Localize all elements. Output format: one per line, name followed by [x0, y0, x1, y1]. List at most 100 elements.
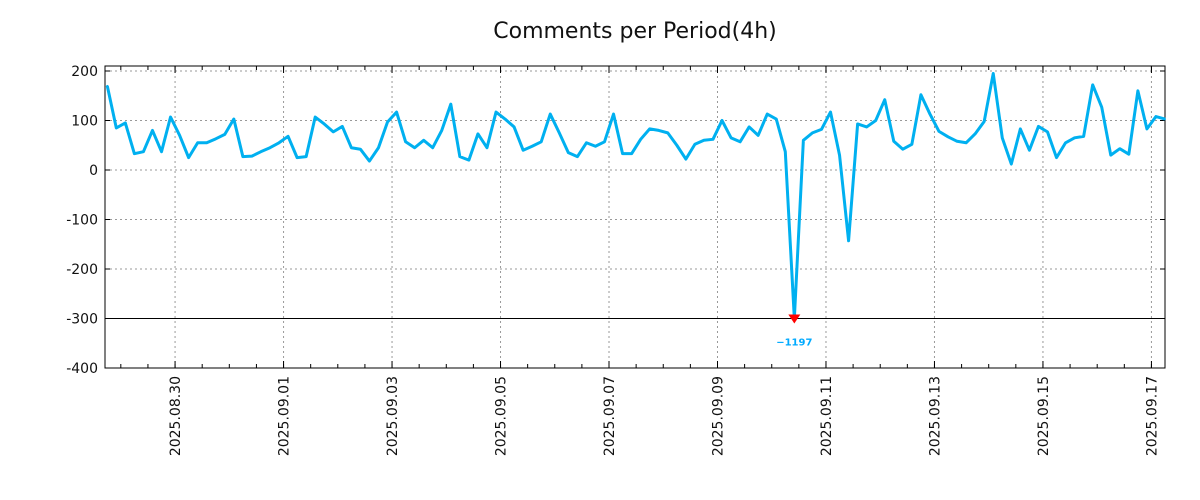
data-point — [214, 137, 217, 140]
data-point — [739, 140, 742, 143]
data-point — [630, 152, 633, 155]
data-point — [1091, 83, 1094, 86]
data-point — [377, 146, 380, 149]
data-point — [965, 141, 968, 144]
data-point — [422, 139, 425, 142]
data-point — [332, 130, 335, 133]
data-point — [1154, 115, 1157, 118]
data-point — [666, 131, 669, 134]
data-point — [675, 144, 678, 147]
data-point — [603, 140, 606, 143]
data-point — [250, 155, 253, 158]
data-point — [802, 139, 805, 142]
data-point — [865, 125, 868, 128]
data-point — [748, 125, 751, 128]
data-point — [901, 148, 904, 151]
data-point — [1082, 135, 1085, 138]
data-point — [829, 111, 832, 114]
data-point — [919, 93, 922, 96]
data-point — [531, 145, 534, 148]
x-tick-label: 2025.09.15 — [1036, 376, 1052, 456]
data-point — [305, 155, 308, 158]
data-point — [1136, 89, 1139, 92]
data-point — [458, 155, 461, 158]
data-point — [205, 141, 208, 144]
data-point — [1001, 136, 1004, 139]
data-point — [522, 149, 525, 152]
data-point — [467, 159, 470, 162]
data-point — [476, 132, 479, 135]
data-point — [576, 155, 579, 158]
y-tick-label: -100 — [66, 213, 98, 229]
data-point — [983, 120, 986, 123]
data-point — [124, 121, 127, 124]
data-point — [504, 118, 507, 121]
data-point — [730, 136, 733, 139]
data-point — [639, 138, 642, 141]
data-point — [621, 152, 624, 155]
data-point — [811, 131, 814, 134]
data-point — [702, 139, 705, 142]
data-point — [757, 134, 760, 137]
y-tick-label: -300 — [66, 312, 98, 328]
data-point — [992, 72, 995, 75]
data-point — [892, 140, 895, 143]
data-point — [838, 154, 841, 157]
data-point — [974, 132, 977, 135]
data-point — [883, 98, 886, 101]
data-point — [1145, 127, 1148, 130]
data-point — [232, 118, 235, 121]
x-tick-label: 2025.09.07 — [602, 376, 618, 456]
x-tick-label: 2025.09.01 — [277, 376, 293, 456]
x-tick-label: 2025.09.09 — [710, 376, 726, 456]
data-point — [1109, 154, 1112, 157]
data-point — [449, 103, 452, 106]
data-point — [133, 152, 136, 155]
outlier-marker-icon — [788, 314, 801, 324]
data-point — [350, 146, 353, 149]
data-point — [1019, 127, 1022, 130]
data-point — [549, 113, 552, 116]
data-point — [1164, 118, 1166, 121]
data-point — [485, 146, 488, 149]
data-point — [928, 113, 931, 116]
data-point — [241, 155, 244, 158]
data-point — [278, 141, 281, 144]
data-point — [567, 151, 570, 154]
data-point — [160, 150, 163, 153]
data-point — [766, 113, 769, 116]
data-point — [431, 146, 434, 149]
data-point — [187, 156, 190, 159]
data-point — [1028, 149, 1031, 152]
data-point — [513, 125, 516, 128]
data-point — [142, 150, 145, 153]
data-point — [395, 111, 398, 114]
data-point — [856, 122, 859, 125]
data-point — [784, 150, 787, 153]
data-point — [874, 119, 877, 122]
data-point — [196, 141, 199, 144]
data-point — [341, 125, 344, 128]
data-point — [612, 113, 615, 116]
data-point — [223, 133, 226, 136]
data-point — [259, 150, 262, 153]
data-point — [440, 129, 443, 132]
data-point — [1100, 106, 1103, 109]
data-point — [910, 143, 913, 146]
y-tick-label: -400 — [66, 361, 98, 377]
data-point — [106, 84, 109, 87]
x-tick-label: 2025.09.05 — [494, 376, 510, 456]
data-point — [684, 158, 687, 161]
data-point — [540, 140, 543, 143]
y-tick-label: -200 — [66, 262, 98, 278]
data-point — [323, 122, 326, 125]
plot-frame — [104, 65, 1166, 369]
data-point — [268, 146, 271, 149]
data-point — [657, 129, 660, 132]
data-point — [115, 126, 118, 129]
data-point — [386, 120, 389, 123]
data-point — [558, 131, 561, 134]
data-point — [693, 143, 696, 146]
data-point — [314, 116, 317, 119]
